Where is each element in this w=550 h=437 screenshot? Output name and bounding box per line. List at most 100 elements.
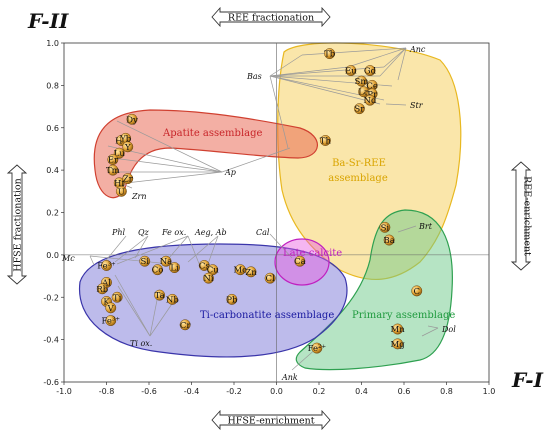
arrow-ree-enrichment: REE-enrichment [510,161,533,271]
x-tick-label: -0.4 [184,387,200,396]
x-tick-label: -0.8 [99,387,115,396]
data-point-marker [160,255,172,267]
annotation-fe-ox: Fe ox. [161,228,186,237]
data-point-label: Y [124,143,131,153]
data-point-marker [122,173,134,185]
data-point-marker [364,65,376,76]
data-point-label: Cr [180,321,192,331]
data-point-marker [203,272,214,284]
annotation-ank: Ank [281,373,298,382]
data-point: Fe3+ [97,260,116,271]
data-point-label: Th [320,136,332,146]
data-point: Dy [126,113,138,125]
data-point-label: Ta [155,291,165,301]
y-tick-label: -0.2 [43,293,59,302]
data-point-marker [379,221,391,233]
y-tick-label: 0.0 [46,251,59,260]
data-point-label: Tm [106,166,120,176]
data-point-label: Ni [203,274,213,284]
data-point-label: Fe2+ [308,344,327,354]
data-point: Pb [226,293,238,305]
mineral-annotations: Anc Bas Str Ap Zrn Brt Cal Dol Ank Phl Q… [61,45,456,382]
data-point-label: Sr [354,105,365,115]
data-point-label: Mo [233,266,247,276]
data-point-label: K [103,297,110,307]
group-labels: Apatite assemblage Ba-Sr-REE assemblage … [162,128,455,321]
data-point-marker [154,289,166,301]
annotation-zrn: Zrn [131,192,147,201]
data-point-label: Cl [266,274,276,284]
assemblage-fields [78,42,462,371]
annotation-dol: Dol [441,325,456,334]
x-tick-label: 0.4 [355,387,368,396]
x-tick-label: 0.6 [398,387,411,396]
data-point-label: Ba [383,236,394,246]
data-point: Ni [203,272,214,284]
data-point-label: Lu [114,149,126,159]
data-point-marker [392,338,404,350]
data-point-marker [319,135,331,146]
annotation-ti-ox: Ti ox. [130,339,152,348]
group-label-late-calcite: Late calcite [283,248,342,259]
data-point-label: Ce [366,81,378,91]
data-points: TbEuGdSmCeLaPrNdSrThDyHoYbYLuErTmHfZrUSi… [96,48,423,354]
group-label-apatite: Apatite assemblage [162,128,263,139]
data-point-marker [96,283,108,295]
data-point: Zn [245,266,257,278]
arrow-right-label: REE-enrichment [522,176,533,256]
data-point-label: Mg [391,340,406,350]
group-label-assemblage: assemblage [328,173,388,184]
data-point-label: Sm [355,77,369,87]
data-point: Ta [154,289,166,301]
annotation-aeg-ab: Aeg, Ab [194,228,227,237]
data-point: Er [107,154,119,166]
data-point-marker [234,264,246,276]
data-point: Zr [122,173,134,185]
data-point-marker [411,285,423,297]
data-point-label: Ca [294,257,306,267]
data-point: C [411,285,423,297]
arrow-bottom-label: HFSE-enrichment [227,416,314,427]
data-point: Gd [364,65,377,77]
data-point: Y [122,141,134,153]
data-point-label: La [358,88,369,98]
data-point-marker [166,293,178,305]
data-point: Ba [383,234,395,246]
data-point: Rb [96,283,109,295]
x-tick-label: -0.6 [141,387,157,396]
data-point-label: V [107,304,115,314]
data-point: Eu [345,65,357,77]
data-point: Fe2+ [308,342,327,354]
data-point: Nd [364,94,377,106]
data-point-marker [226,293,238,305]
data-point: Fe3+ [101,315,120,327]
data-point: Nb [166,293,179,305]
data-point: V [105,302,117,314]
data-point-label: Si [140,257,149,267]
data-point-label: Pr [367,90,378,100]
data-point-label: U [118,187,125,197]
data-point-marker [245,266,257,278]
data-point-label: Eu [345,67,357,77]
data-point: Si [379,221,391,233]
y-tick-label: 0.2 [46,209,59,218]
apatite-field [93,109,318,199]
y-tick-label: -0.4 [43,336,59,345]
data-point-label: Zr [123,175,134,185]
data-point: Mg [391,338,406,350]
data-point-label: Er [108,156,119,166]
annotation-mc: Mc [61,254,75,263]
data-point-marker [392,323,404,335]
data-point: Cl [264,272,276,284]
x-tick-label: 0.2 [313,387,326,396]
data-point: Si [139,255,151,267]
data-point: U [115,185,127,197]
data-point-label: Na [160,257,173,267]
data-point-label: Cs [199,261,210,271]
data-point-label: Yb [119,134,132,144]
data-point-marker [364,94,376,106]
annotation-phl: Phl [111,228,126,237]
data-point-label: Fe3+ [97,261,116,271]
data-point: Co [152,264,163,276]
